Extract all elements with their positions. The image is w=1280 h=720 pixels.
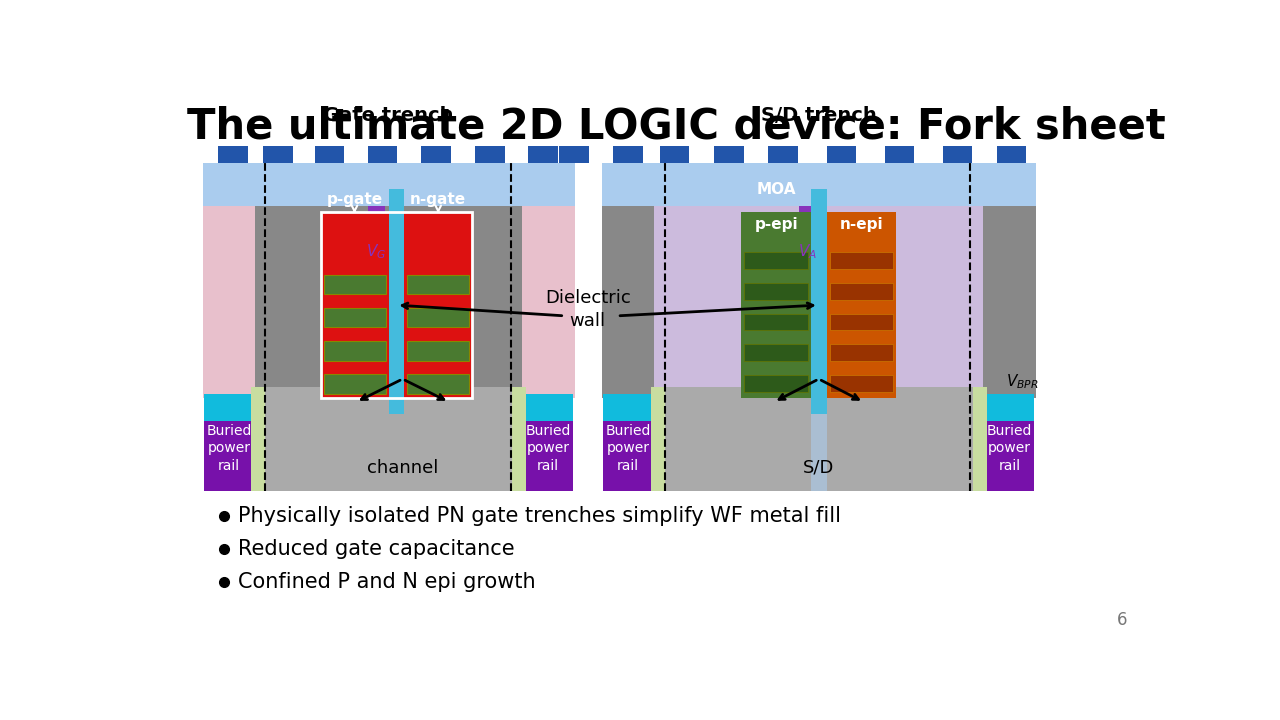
- Bar: [827, 146, 856, 163]
- Text: Gate trench: Gate trench: [324, 106, 454, 125]
- Bar: [324, 275, 385, 294]
- Text: Confined P and N epi growth: Confined P and N epi growth: [238, 572, 535, 593]
- Text: Buried
power
rail: Buried power rail: [605, 424, 650, 472]
- Bar: [745, 283, 808, 300]
- Bar: [829, 344, 893, 361]
- Bar: [768, 146, 797, 163]
- Bar: [745, 313, 808, 330]
- Bar: [745, 344, 808, 361]
- Bar: [407, 341, 470, 361]
- Text: $V_A$: $V_A$: [799, 242, 818, 261]
- Text: p-epi: p-epi: [754, 217, 797, 232]
- Bar: [205, 421, 253, 490]
- Text: S/D: S/D: [803, 459, 835, 477]
- Bar: [812, 189, 827, 414]
- Bar: [421, 146, 451, 163]
- Bar: [251, 387, 265, 490]
- Bar: [251, 387, 265, 490]
- Bar: [613, 146, 643, 163]
- Bar: [602, 206, 654, 398]
- Bar: [522, 206, 575, 398]
- Bar: [475, 146, 504, 163]
- Text: $V_G$: $V_G$: [366, 242, 387, 261]
- Bar: [524, 395, 573, 421]
- Bar: [367, 206, 385, 240]
- Bar: [407, 308, 470, 328]
- Bar: [650, 387, 664, 490]
- Bar: [997, 146, 1027, 163]
- Bar: [321, 212, 472, 398]
- Bar: [264, 146, 293, 163]
- Bar: [745, 252, 808, 269]
- Bar: [984, 395, 1034, 421]
- Bar: [800, 206, 817, 240]
- Text: Buried
power
rail: Buried power rail: [987, 424, 1032, 472]
- Text: p-gate: p-gate: [326, 192, 383, 207]
- Bar: [829, 283, 893, 300]
- Bar: [389, 189, 404, 414]
- Bar: [984, 421, 1034, 490]
- Text: Buried
power
rail: Buried power rail: [526, 424, 571, 472]
- Bar: [324, 308, 385, 328]
- Text: Reduced gate capacitance: Reduced gate capacitance: [238, 539, 515, 559]
- Text: n-gate: n-gate: [410, 192, 466, 207]
- Bar: [559, 146, 589, 163]
- Bar: [973, 387, 987, 490]
- Bar: [943, 146, 973, 163]
- Bar: [884, 146, 914, 163]
- Bar: [407, 374, 470, 394]
- Bar: [512, 387, 526, 490]
- Text: $V_{BPR}$: $V_{BPR}$: [1006, 372, 1039, 390]
- Bar: [829, 375, 893, 392]
- Text: Buried
power
rail: Buried power rail: [206, 424, 252, 472]
- Bar: [512, 387, 526, 490]
- Bar: [602, 206, 1036, 398]
- Bar: [524, 421, 573, 490]
- Bar: [660, 146, 690, 163]
- Text: Physically isolated PN gate trenches simplify WF metal fill: Physically isolated PN gate trenches sim…: [238, 506, 841, 526]
- Bar: [983, 206, 1036, 398]
- Text: The ultimate 2D LOGIC device: Fork sheet: The ultimate 2D LOGIC device: Fork sheet: [187, 106, 1166, 148]
- Bar: [741, 212, 812, 398]
- Text: S/D trench: S/D trench: [760, 106, 877, 125]
- Bar: [714, 146, 744, 163]
- Bar: [321, 212, 472, 398]
- Bar: [324, 341, 385, 361]
- Bar: [827, 212, 896, 398]
- Bar: [603, 395, 653, 421]
- Bar: [324, 374, 385, 394]
- Bar: [602, 163, 1036, 206]
- Text: MOA: MOA: [756, 181, 796, 197]
- Bar: [251, 387, 526, 490]
- Bar: [529, 146, 558, 163]
- Bar: [218, 146, 247, 163]
- Text: 6: 6: [1116, 611, 1128, 629]
- Text: Dielectric
wall: Dielectric wall: [545, 289, 631, 330]
- Bar: [603, 421, 653, 490]
- Bar: [829, 313, 893, 330]
- Bar: [202, 206, 575, 398]
- Bar: [367, 146, 397, 163]
- Bar: [407, 275, 470, 294]
- Bar: [315, 146, 344, 163]
- Bar: [812, 387, 827, 490]
- Bar: [202, 206, 255, 398]
- Text: n-epi: n-epi: [840, 217, 883, 232]
- Bar: [650, 206, 987, 398]
- Bar: [205, 395, 253, 421]
- Bar: [650, 387, 987, 490]
- Bar: [745, 375, 808, 392]
- Text: channel: channel: [367, 459, 438, 477]
- Bar: [829, 252, 893, 269]
- Bar: [202, 163, 575, 206]
